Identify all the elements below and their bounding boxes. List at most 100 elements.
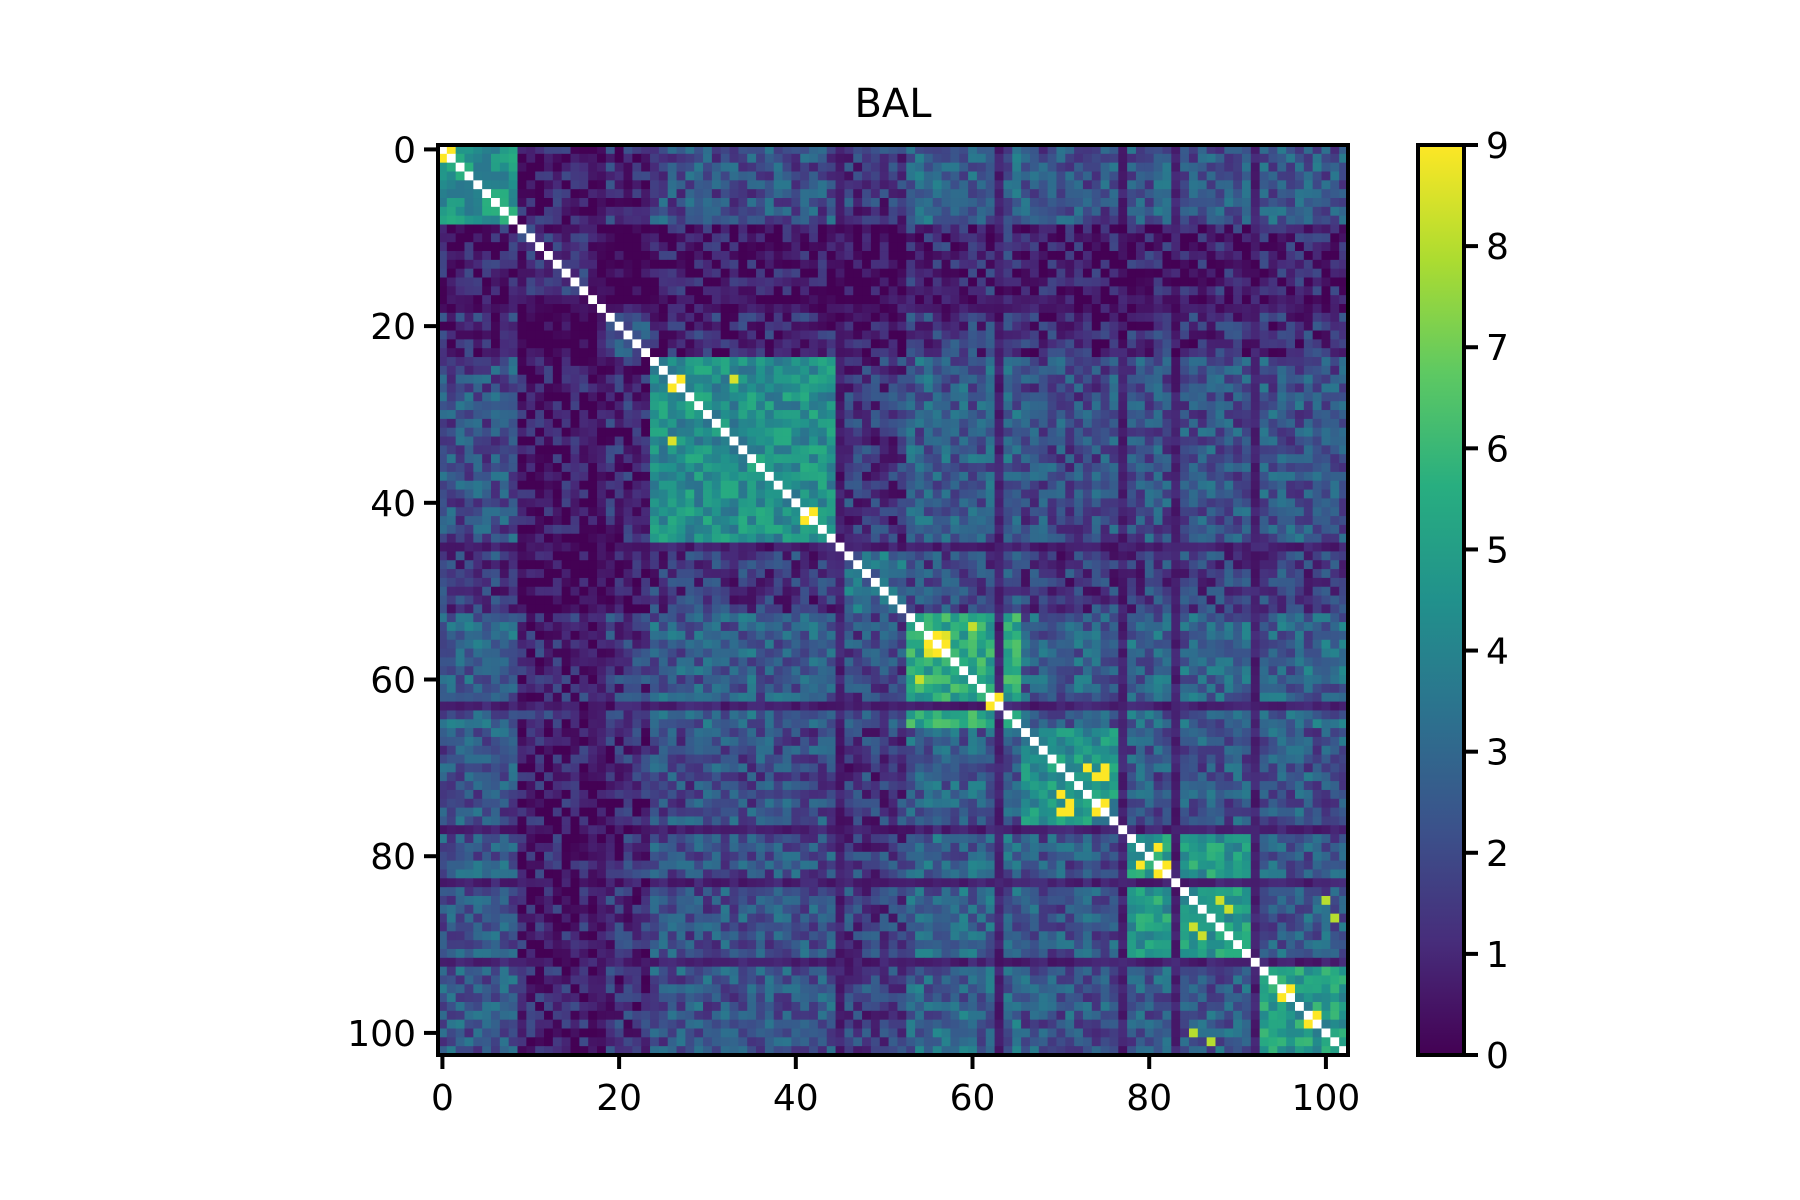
heatmap-cell [535, 524, 545, 535]
heatmap-cell [711, 551, 722, 561]
heatmap-cell [879, 383, 890, 393]
heatmap-cell [791, 374, 801, 385]
heatmap-cell [1171, 542, 1181, 552]
heatmap-cell [1021, 445, 1031, 455]
heatmap-cell [756, 180, 766, 190]
heatmap-cell [1330, 348, 1340, 358]
heatmap-cell [667, 410, 678, 420]
heatmap-cell [1188, 471, 1199, 482]
heatmap-cell [994, 480, 1005, 491]
heatmap-cell [1091, 153, 1102, 164]
heatmap-cell [1294, 198, 1305, 208]
heatmap-cell [835, 304, 845, 314]
heatmap-cell [941, 206, 952, 217]
heatmap-cell [685, 392, 695, 402]
heatmap-cell [720, 357, 731, 367]
heatmap-cell [482, 471, 492, 482]
heatmap-cell [464, 295, 474, 305]
heatmap-cell [605, 268, 616, 279]
heatmap-cell [561, 533, 572, 544]
heatmap-cell [915, 153, 925, 164]
heatmap-cell [1330, 533, 1340, 544]
heatmap-cell [1224, 206, 1234, 217]
heatmap-cell [658, 383, 669, 393]
heatmap-cell [632, 189, 642, 199]
heatmap-cell [1241, 339, 1252, 349]
heatmap-cell [729, 215, 739, 226]
heatmap-cell [968, 471, 978, 482]
heatmap-cell [1197, 180, 1208, 190]
heatmap-cell [764, 198, 775, 208]
heatmap-cell [888, 268, 899, 279]
heatmap-cell [614, 365, 625, 376]
heatmap-cell [879, 560, 890, 570]
heatmap-cell [844, 357, 854, 367]
heatmap-cell [1250, 392, 1261, 402]
heatmap-cell [1188, 304, 1199, 314]
heatmap-cell [623, 471, 633, 482]
heatmap-cell [1047, 401, 1058, 411]
heatmap-cell [482, 198, 492, 208]
heatmap-cell [720, 189, 731, 199]
heatmap-cell [455, 480, 466, 491]
heatmap-cell [1330, 277, 1340, 287]
heatmap-cell [1074, 480, 1084, 491]
heatmap-cell [906, 224, 916, 234]
heatmap-cell [597, 242, 607, 252]
heatmap-cell [1224, 330, 1234, 340]
heatmap-cell [968, 374, 978, 385]
heatmap-cell [1321, 233, 1331, 243]
heatmap-cell [1330, 392, 1340, 402]
heatmap-cell [1162, 312, 1172, 323]
heatmap-cell [1312, 206, 1323, 217]
heatmap-cell [1250, 312, 1261, 323]
heatmap-cell [1012, 242, 1022, 252]
heatmap-cell [1215, 259, 1225, 270]
heatmap-cell [1029, 374, 1040, 385]
heatmap-cell [1312, 383, 1323, 393]
heatmap-cell [605, 463, 616, 473]
heatmap-cell [597, 233, 607, 243]
heatmap-cell [1153, 357, 1164, 367]
heatmap-cell [1197, 418, 1208, 429]
heatmap-cell [658, 321, 669, 332]
heatmap-cell [1100, 401, 1111, 411]
heatmap-cell [1153, 233, 1164, 243]
heatmap-cell [738, 357, 748, 367]
heatmap-cell [941, 233, 952, 243]
heatmap-cell [1215, 560, 1225, 570]
heatmap-cell [985, 286, 996, 296]
heatmap-cell [1021, 365, 1031, 376]
heatmap-cell [906, 339, 916, 349]
heatmap-cell [976, 153, 987, 164]
heatmap-cell [517, 401, 527, 411]
heatmap-cell [817, 551, 828, 561]
heatmap-cell [561, 498, 572, 508]
heatmap-cell [517, 454, 527, 464]
heatmap-cell [552, 251, 563, 261]
heatmap-cell [862, 357, 872, 367]
heatmap-cell [1321, 277, 1331, 287]
heatmap-cell [835, 348, 845, 358]
heatmap-cell [517, 242, 527, 252]
heatmap-cell [473, 339, 483, 349]
heatmap-cell [1312, 410, 1323, 420]
heatmap-cell [1091, 295, 1102, 305]
heatmap-cell [879, 489, 890, 499]
heatmap-cell [1224, 268, 1234, 279]
heatmap-cell [985, 259, 996, 270]
heatmap-cell [588, 480, 598, 491]
heatmap-cell [1074, 277, 1084, 287]
heatmap-cell [888, 516, 899, 526]
heatmap-cell [764, 153, 775, 164]
heatmap-cell [1029, 312, 1040, 323]
heatmap-cell [605, 401, 616, 411]
heatmap-cell [1091, 330, 1102, 340]
heatmap-cell [446, 251, 457, 261]
heatmap-cell [773, 542, 784, 552]
heatmap-cell [1056, 365, 1066, 376]
heatmap-cell [455, 251, 466, 261]
heatmap-cell [985, 489, 996, 499]
heatmap-cell [1339, 295, 1349, 305]
heatmap-cell [968, 286, 978, 296]
